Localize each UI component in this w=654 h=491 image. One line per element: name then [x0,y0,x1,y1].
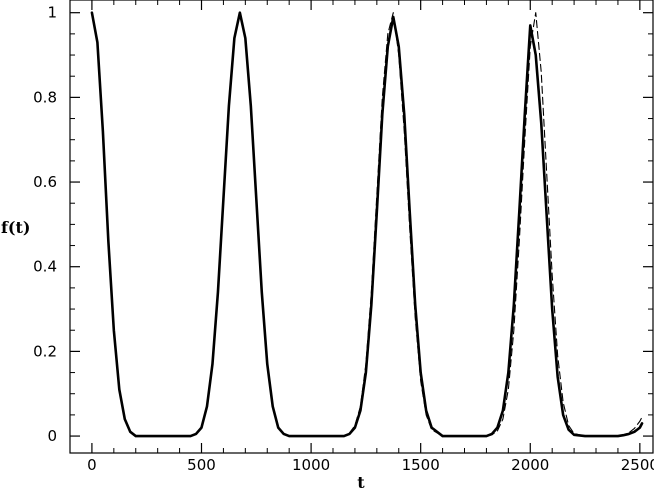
ticks [70,0,653,453]
x-tick-label: 0 [87,456,97,474]
y-tick-label: 0.6 [33,173,57,191]
x-tick-label: 2000 [511,456,549,474]
y-tick-label: 0.4 [33,258,57,276]
x-axis-label: t [357,473,365,491]
y-tick-label: 1 [47,4,57,22]
series-layer [90,11,644,438]
y-tick-label: 0.8 [33,88,57,106]
series-line-2 [91,12,643,437]
x-tick-label: 1000 [292,456,330,474]
x-tick-label: 500 [187,456,216,474]
plot-frame [69,0,654,454]
y-tick-label: 0 [47,427,57,445]
y-axis-label: f(t) [1,218,30,237]
y-tick-label: 0.2 [33,342,57,360]
x-tick-label: 1500 [402,456,440,474]
